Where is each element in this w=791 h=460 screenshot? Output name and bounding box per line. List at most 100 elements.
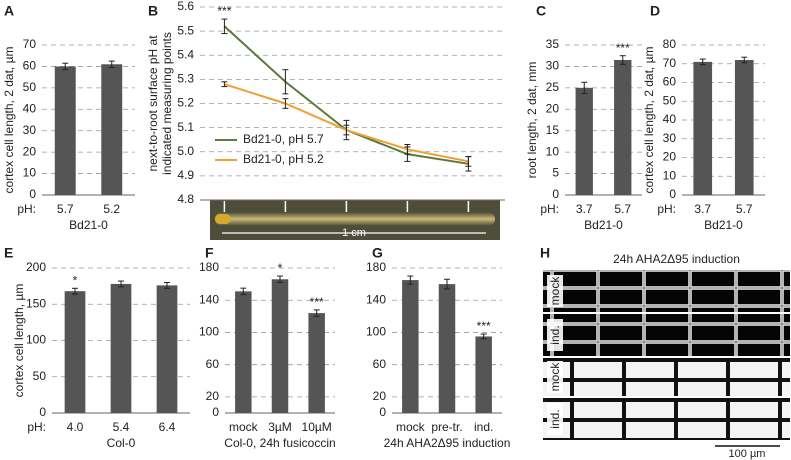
y-tick-label: 0 [39,405,46,419]
y-tick-label: 180 [199,260,219,274]
panel-letter: A [4,3,14,19]
y-tick-label: 70 [23,37,37,51]
panel-letter: E [4,245,13,261]
x-tick-label: 3.7 [694,202,711,216]
y-tick-label: 4.8 [177,192,194,206]
y-tick-label: 40 [663,112,677,126]
bar [402,280,419,413]
x-tick-label: 5.2 [103,202,120,216]
x-tick-label: 5.7 [57,202,74,216]
x-tick-label: 3µM [268,420,292,434]
y-tick-label: 35 [546,37,560,51]
significance: *** [477,319,491,333]
y-tick-label: 140 [199,292,219,306]
y-tick-label: 5.2 [177,96,194,110]
bar [438,284,456,413]
y-tick-label: 0 [379,405,386,419]
group-label: Col-0 [107,436,136,450]
y-tick-label: 10 [23,166,37,180]
row-label-bg [547,275,563,307]
x-prefix: pH: [540,202,559,216]
y-tick-label: 200 [26,260,46,274]
row-label: ind. [548,409,562,428]
x-tick-label: mock [229,420,259,434]
y-tick-label: 100 [26,333,46,347]
panel-letter: B [148,3,158,19]
legend-label: Bd21-0, pH 5.2 [243,152,324,166]
x-prefix: pH: [27,420,46,434]
y-axis-label: indicated measuring points [160,32,174,175]
x-tick-label: 5.7 [614,202,631,216]
y-tick-label: 140 [366,292,386,306]
bar [475,336,492,413]
y-axis-label: cortex cell length, 2 dat, µm [642,47,656,194]
group-label: Bd21-0 [584,218,623,232]
x-prefix: pH: [657,202,676,216]
scale-label: 1 cm [342,227,366,239]
legend-label: Bd21-0, pH 5.7 [243,132,324,146]
y-axis-label: cortex cell length, µm [12,284,26,398]
panel-letter: C [536,3,546,19]
y-tick-label: 5.0 [177,144,194,158]
y-tick-label: 40 [23,101,37,115]
x-tick-label: pre-tr. [431,420,462,434]
bar [64,291,86,413]
y-tick-label: 100 [199,325,219,339]
significance: * [278,261,283,275]
y-axis-label: cortex cell length, 2 dat, µm [2,47,16,194]
y-tick-label: 4.9 [177,168,194,182]
y-axis-label: next-to-root surface pH at [146,35,160,172]
y-tick-label: 180 [366,260,386,274]
y-tick-label: 60 [23,59,37,73]
y-tick-label: 150 [26,296,46,310]
y-tick-label: 10 [546,144,560,158]
y-tick-label: 15 [546,123,560,137]
micrographs [543,270,790,447]
x-tick-label: 10µM [302,420,332,434]
y-tick-label: 100 [366,325,386,339]
group-label: Bd21-0 [704,218,743,232]
bar [101,64,123,196]
x-tick-label: mock [396,420,426,434]
y-tick-label: 20 [373,389,387,403]
y-tick-label: 60 [373,357,387,371]
y-tick-label: 20 [546,101,560,115]
significance: *** [310,295,324,309]
x-tick-label: 5.7 [736,202,753,216]
x-tick-label: 5.4 [113,420,130,434]
y-tick-label: 5.1 [177,120,194,134]
y-tick-label: 0 [29,187,36,201]
bar [614,60,632,195]
y-tick-label: 5.3 [177,72,194,86]
y-tick-label: 30 [23,123,37,137]
y-tick-label: 20 [206,389,220,403]
x-tick-label: 3.7 [576,202,593,216]
panel-letter: H [540,245,550,261]
x-prefix: pH: [17,202,36,216]
bar [575,87,593,195]
y-tick-label: 25 [546,80,560,94]
bar [693,61,713,195]
panel-letter: F [205,245,214,261]
group-label: Col-0, 24h fusicoccin [224,436,335,450]
bar [235,291,252,413]
y-tick-label: 50 [33,369,47,383]
group-label: 24h AHA2Δ95 induction [384,436,511,450]
y-axis-label: root length, 2 dat, mm [525,62,539,179]
x-tick-label: 4.0 [67,420,84,434]
y-tick-label: 5.5 [177,23,194,37]
row-label-bg [547,319,563,351]
bar [54,66,76,195]
y-tick-label: 50 [23,80,37,94]
bar [156,285,178,413]
y-tick-label: 60 [663,75,677,89]
group-label: Bd21-0 [69,218,108,232]
row-label: mock [548,362,562,392]
bar [271,279,289,413]
significance: * [73,273,78,287]
y-tick-label: 20 [663,150,677,164]
bar [110,283,132,413]
row-label: mock [548,276,562,306]
x-tick-label: 6.4 [159,420,176,434]
